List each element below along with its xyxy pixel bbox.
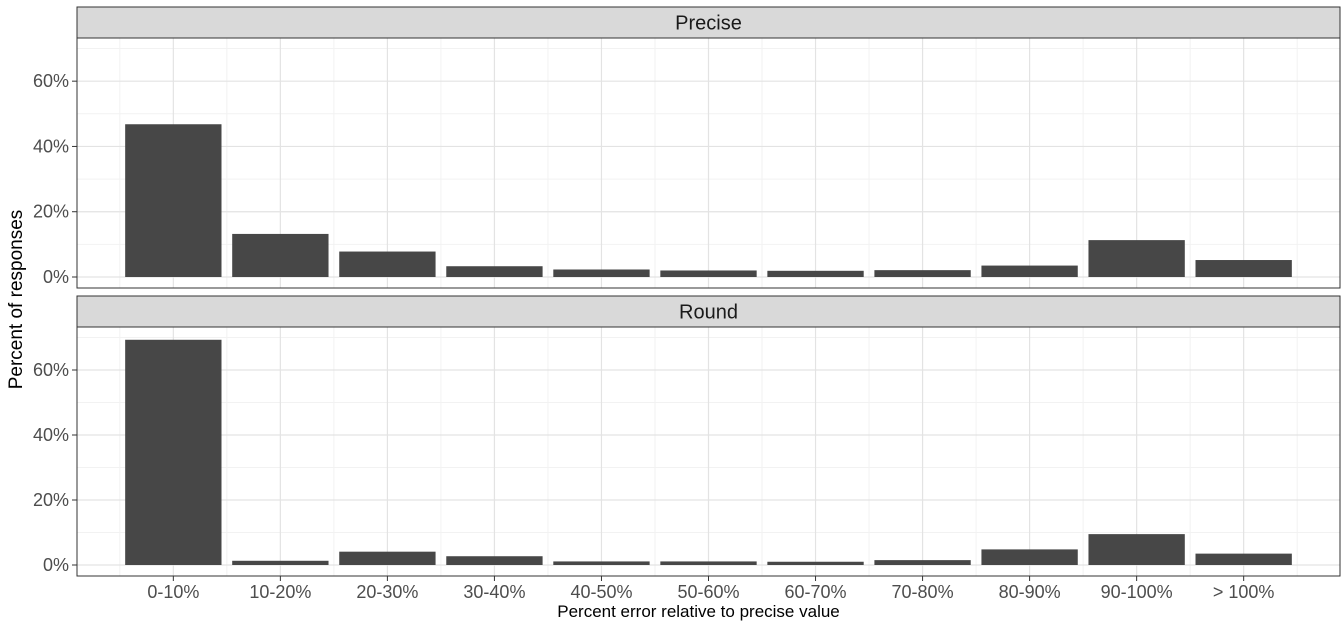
bar-precise-5 <box>660 270 757 277</box>
y-tick-label: 0% <box>43 267 69 287</box>
x-axis-title: Percent error relative to precise value <box>557 602 840 621</box>
x-tick-label: 90-100% <box>1101 582 1173 602</box>
x-tick-label: 10-20% <box>249 582 311 602</box>
bar-precise-3 <box>446 266 543 277</box>
facet-strip-label: Round <box>679 302 738 324</box>
bar-round-2 <box>339 551 436 565</box>
bar-precise-10 <box>1195 260 1292 277</box>
y-tick-label: 40% <box>33 425 69 445</box>
facet-strip <box>76 295 1341 328</box>
y-tick-label: 60% <box>33 360 69 380</box>
bar-round-4 <box>553 561 650 565</box>
y-tick-label: 0% <box>43 555 69 575</box>
y-tick-label: 20% <box>33 490 69 510</box>
bar-round-6 <box>767 561 864 565</box>
x-tick-label: 30-40% <box>463 582 525 602</box>
bar-round-10 <box>1195 553 1292 565</box>
bar-precise-4 <box>553 269 650 277</box>
y-tick-label: 20% <box>33 202 69 222</box>
x-tick-label: 80-90% <box>999 582 1061 602</box>
facet-strip-label: Precise <box>675 13 742 35</box>
bar-precise-2 <box>339 251 436 277</box>
bar-round-3 <box>446 556 543 565</box>
bar-precise-8 <box>981 265 1078 277</box>
y-axis-title: Percent of responses <box>6 210 27 390</box>
bar-round-5 <box>660 561 757 565</box>
bar-precise-0 <box>125 124 222 277</box>
panel-round: Round 0% 20% 40% 60% <box>33 295 1341 577</box>
x-tick-label: 0-10% <box>147 582 199 602</box>
y-tick-label: 40% <box>33 136 69 156</box>
x-tick-label: 40-50% <box>570 582 632 602</box>
bar-round-9 <box>1088 534 1185 565</box>
bar-precise-6 <box>767 270 864 277</box>
x-tick-label: 60-70% <box>785 582 847 602</box>
x-tick-label: > 100% <box>1213 582 1275 602</box>
facet-strip <box>76 6 1341 39</box>
x-tick-label: 50-60% <box>677 582 739 602</box>
panel-precise: Precise 0% 20% 40% 60% <box>33 6 1341 289</box>
bar-round-7 <box>874 560 971 565</box>
bar-round-0 <box>125 339 222 565</box>
x-tick-label: 70-80% <box>892 582 954 602</box>
bar-round-1 <box>232 560 329 565</box>
panel-border <box>76 37 1341 289</box>
bar-round-8 <box>981 549 1078 565</box>
x-tick-label: 20-30% <box>356 582 418 602</box>
bar-precise-9 <box>1088 240 1185 277</box>
y-tick-label: 60% <box>33 71 69 91</box>
bar-precise-1 <box>232 233 329 277</box>
bar-precise-7 <box>874 270 971 277</box>
